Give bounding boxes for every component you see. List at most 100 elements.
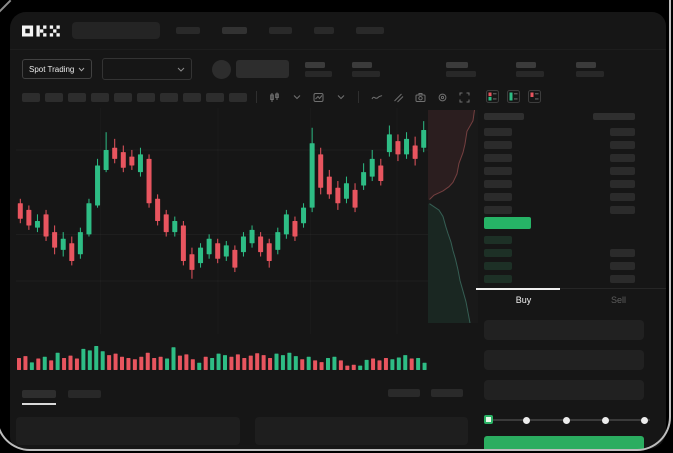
ask-row[interactable] bbox=[476, 164, 666, 177]
pair-dropdown[interactable] bbox=[102, 58, 193, 80]
nav-item-placeholder[interactable] bbox=[176, 27, 200, 34]
slider-stop[interactable] bbox=[601, 416, 609, 424]
indicators-icon[interactable] bbox=[312, 91, 325, 104]
bid-row[interactable] bbox=[476, 272, 666, 285]
candle-body bbox=[60, 238, 66, 250]
settings-icon[interactable] bbox=[436, 91, 449, 104]
orders-action-placeholder[interactable] bbox=[388, 389, 420, 397]
candle-body bbox=[395, 141, 401, 155]
draw-tool-icon[interactable] bbox=[392, 91, 405, 104]
divider bbox=[358, 91, 359, 103]
timeframe-button-placeholder[interactable] bbox=[206, 92, 224, 102]
search-box[interactable] bbox=[72, 22, 160, 39]
volume-bar bbox=[49, 360, 54, 370]
timeframe-button-placeholder[interactable] bbox=[229, 92, 247, 102]
candle-body bbox=[137, 154, 143, 173]
amount-input-placeholder[interactable] bbox=[484, 350, 644, 370]
volume-bar bbox=[332, 356, 337, 370]
timeframe-button-placeholder[interactable] bbox=[137, 92, 155, 102]
candle-body bbox=[232, 249, 238, 268]
candle-body bbox=[378, 165, 384, 182]
candle-body bbox=[120, 152, 126, 168]
volume-bar bbox=[345, 365, 350, 370]
candle-body bbox=[283, 214, 289, 235]
candle-body bbox=[318, 154, 324, 188]
okx-logo[interactable] bbox=[22, 24, 62, 37]
volume-bar bbox=[274, 353, 279, 370]
candle-body bbox=[95, 165, 101, 206]
ask-row[interactable] bbox=[476, 203, 666, 216]
timeframe-button-placeholder[interactable] bbox=[114, 92, 132, 102]
slider-stop[interactable] bbox=[641, 416, 648, 424]
ask-row[interactable] bbox=[476, 151, 666, 164]
nav-item-placeholder[interactable] bbox=[356, 27, 384, 34]
timeframe-button-placeholder[interactable] bbox=[183, 92, 201, 102]
ask-row[interactable] bbox=[476, 125, 666, 138]
nav-item-placeholder[interactable] bbox=[314, 27, 334, 34]
total-input-placeholder[interactable] bbox=[484, 380, 644, 400]
camera-icon[interactable] bbox=[414, 91, 427, 104]
market-bar: Spot Trading bbox=[22, 56, 605, 82]
active-tab-indicator bbox=[476, 288, 560, 290]
ask-row[interactable] bbox=[476, 138, 666, 151]
candle-body bbox=[198, 247, 204, 264]
slider-stop[interactable] bbox=[562, 416, 570, 424]
combined-book-icon[interactable] bbox=[486, 90, 499, 103]
tab-sell[interactable]: Sell bbox=[571, 289, 666, 310]
bid-row[interactable] bbox=[476, 233, 666, 246]
orders-action-placeholder[interactable] bbox=[431, 389, 463, 397]
bid-rows bbox=[476, 233, 666, 285]
volume-bar bbox=[74, 358, 79, 370]
volume-bar bbox=[377, 360, 382, 370]
volume-bar bbox=[36, 358, 41, 370]
order-history-tab-placeholder[interactable] bbox=[68, 390, 101, 398]
slider-handle[interactable] bbox=[484, 415, 493, 424]
timeframe-button-placeholder[interactable] bbox=[160, 92, 178, 102]
price-column-header-placeholder bbox=[484, 113, 524, 120]
bid-row[interactable] bbox=[476, 259, 666, 272]
amount-column-header-placeholder bbox=[593, 113, 635, 120]
candle-body bbox=[223, 245, 229, 257]
amount-slider[interactable] bbox=[484, 415, 650, 425]
candlestick-chart[interactable] bbox=[16, 108, 428, 334]
sell-book-icon[interactable] bbox=[528, 90, 541, 103]
volume-bar bbox=[132, 359, 137, 370]
buy-submit-button[interactable] bbox=[484, 436, 644, 449]
buy-book-icon[interactable] bbox=[507, 90, 520, 103]
timeframe-button-placeholder[interactable] bbox=[22, 92, 40, 102]
chevron-down-icon[interactable] bbox=[290, 91, 303, 104]
ticker-stats bbox=[289, 61, 605, 77]
fullscreen-icon[interactable] bbox=[458, 91, 471, 104]
volume-bar bbox=[203, 356, 208, 370]
candle-body bbox=[421, 129, 427, 148]
candle-body bbox=[386, 134, 392, 153]
ask-row[interactable] bbox=[476, 190, 666, 203]
slider-stop[interactable] bbox=[523, 416, 531, 424]
volume-bar bbox=[17, 358, 21, 370]
timeframe-button-placeholder[interactable] bbox=[91, 92, 109, 102]
ask-row[interactable] bbox=[476, 177, 666, 190]
candle-style-icon[interactable] bbox=[268, 91, 281, 104]
market-type-selector[interactable]: Spot Trading bbox=[22, 59, 93, 79]
price-input-placeholder[interactable] bbox=[484, 320, 644, 340]
volume-bar bbox=[126, 358, 131, 370]
last-price-placeholder bbox=[236, 60, 290, 78]
trade-tabs: Buy Sell bbox=[476, 288, 666, 310]
volume-bar bbox=[62, 358, 67, 370]
divider bbox=[256, 91, 257, 103]
tab-buy[interactable]: Buy bbox=[476, 289, 571, 310]
nav-item-placeholder[interactable] bbox=[222, 27, 247, 34]
volume-bar bbox=[280, 355, 285, 370]
volume-bar bbox=[313, 360, 318, 370]
timeframe-button-placeholder[interactable] bbox=[68, 92, 86, 102]
chevron-down-icon[interactable] bbox=[334, 91, 347, 104]
candle-body bbox=[180, 225, 186, 261]
volume-bar bbox=[351, 364, 356, 370]
timeframe-buttons bbox=[22, 92, 247, 102]
timeframe-button-placeholder[interactable] bbox=[45, 92, 63, 102]
candle-body bbox=[335, 187, 341, 204]
line-tool-icon[interactable] bbox=[370, 91, 383, 104]
bid-row[interactable] bbox=[476, 246, 666, 259]
nav-item-placeholder[interactable] bbox=[269, 27, 292, 34]
orders-tab-placeholder[interactable] bbox=[22, 390, 56, 398]
